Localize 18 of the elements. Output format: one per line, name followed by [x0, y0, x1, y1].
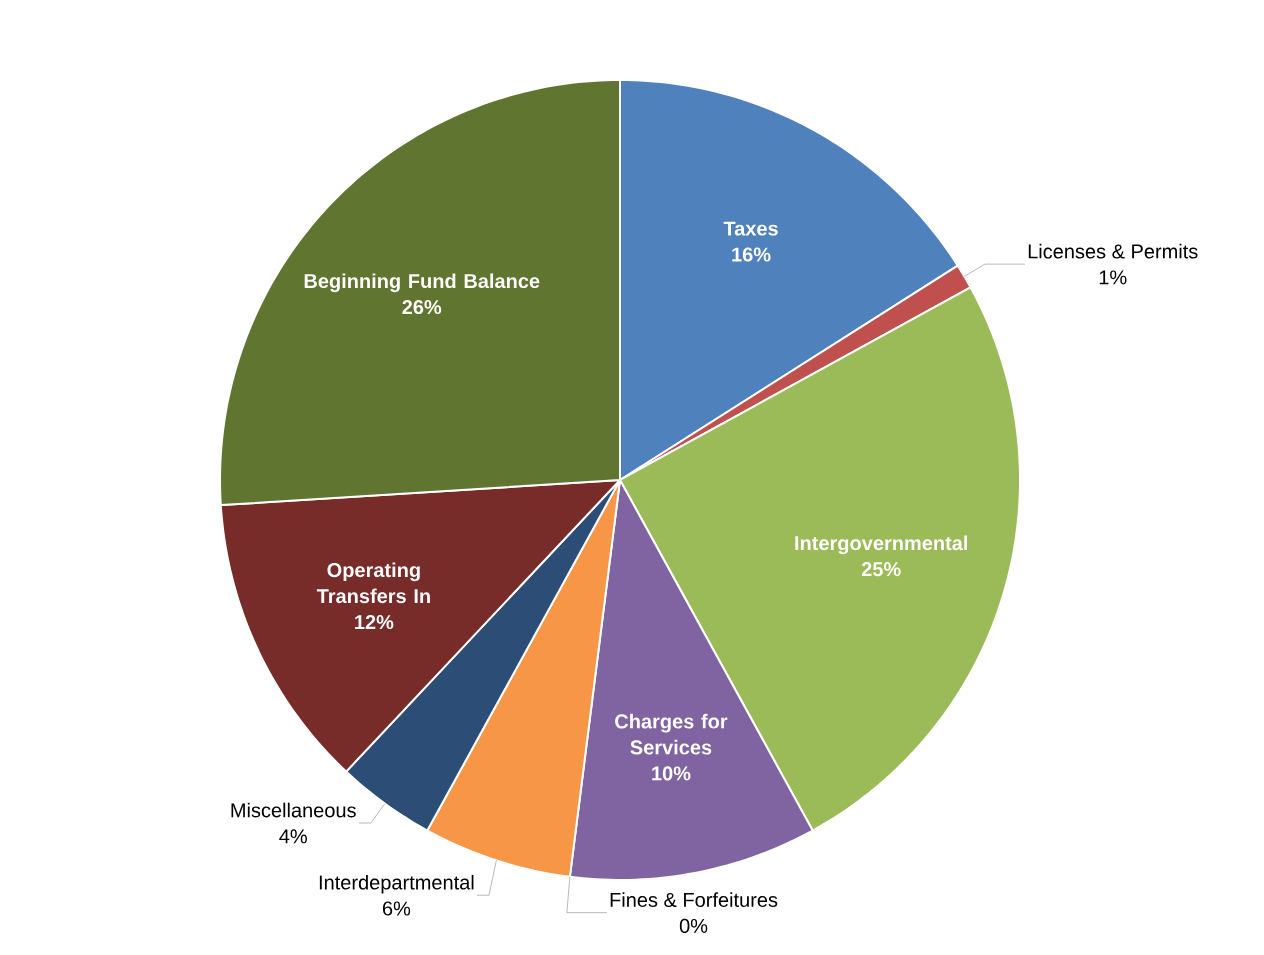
data-label: 4% [279, 829, 307, 844]
slice-label: Charges for Services [615, 713, 728, 755]
slice-label: Operating Transfers In [316, 562, 430, 604]
slice-label: Licenses & Permits [1028, 243, 1198, 259]
slice-label: Taxes [723, 221, 778, 236]
data-label: 26% [402, 299, 442, 315]
slice-label: Interdepartmental [319, 874, 474, 894]
data-label: 10% [652, 766, 691, 781]
slice-label: Intergovernmental [795, 535, 968, 555]
data-label: 1% [1099, 270, 1127, 285]
data-label: 25% [861, 562, 901, 577]
text: 0% [679, 918, 708, 933]
data-label: 12% [355, 615, 394, 630]
slice-label: Beginning Fund Balance [304, 273, 540, 293]
legend-label: Fines & Forfeitures [610, 892, 778, 907]
slice-label: Miscellaneous [231, 802, 356, 818]
data-label: 6% [382, 901, 411, 916]
data-label: 16% [732, 247, 771, 262]
